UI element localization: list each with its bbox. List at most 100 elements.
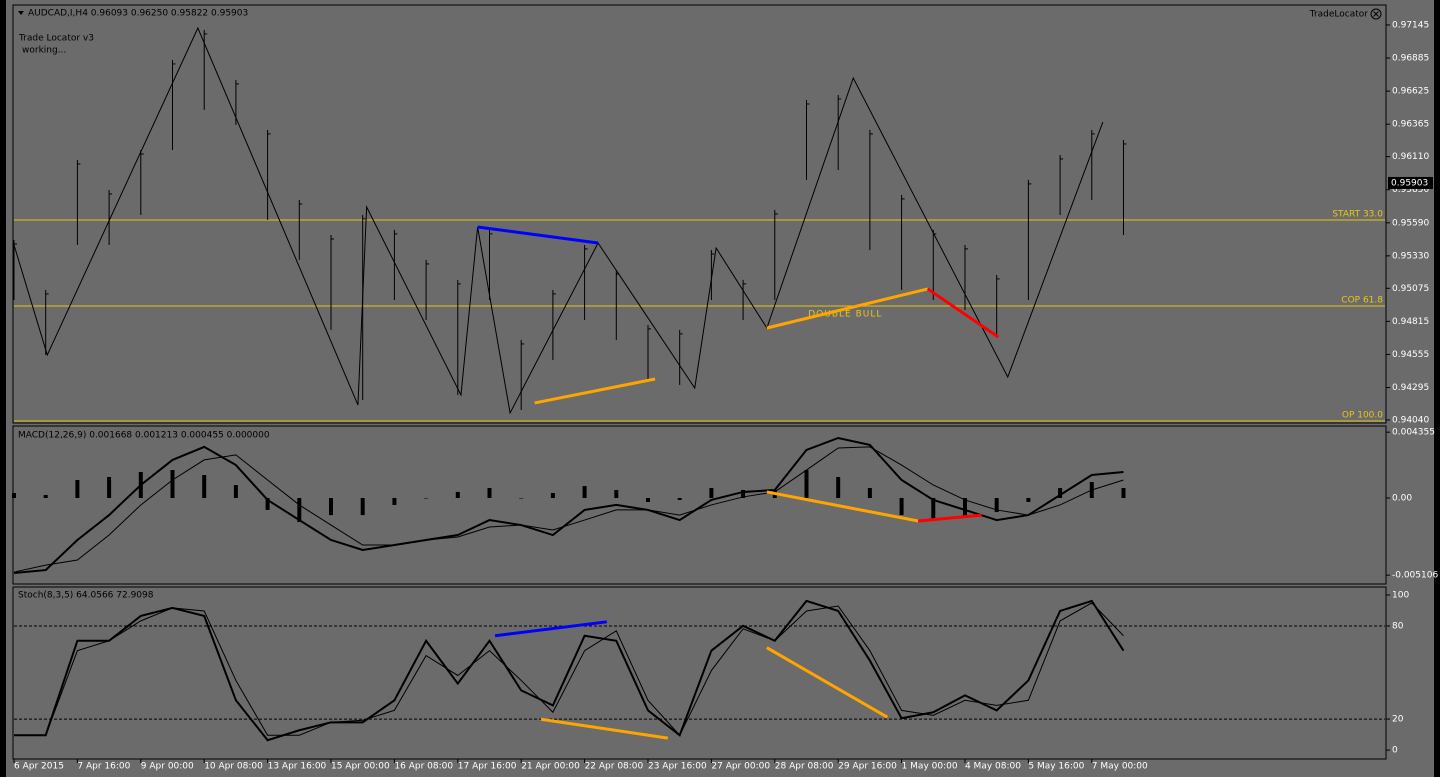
histogram-bar (297, 497, 302, 523)
indicator-label: TradeLocator (1309, 10, 1369, 20)
x-tick-label: 4 May 08:00 (965, 762, 1021, 772)
histogram-bar (550, 493, 555, 498)
y-tick-label: 0.96885 (1392, 54, 1429, 64)
histogram-bar (614, 489, 619, 498)
fib-level-label: COP 61.8 (1341, 295, 1383, 305)
histogram-bar (1058, 488, 1063, 498)
histogram-bar (677, 497, 682, 500)
x-tick-label: 23 Apr 16:00 (648, 762, 707, 772)
symbol-header: AUDCAD,I,H4 0.96093 0.96250 0.95822 0.95… (28, 9, 248, 19)
y-tick-label: 0.004355 (1392, 428, 1435, 438)
y-tick-label: 0.97145 (1392, 20, 1429, 30)
y-tick-label: 0.96110 (1392, 152, 1429, 162)
last-price-box (1388, 176, 1433, 189)
histogram-bar (836, 476, 841, 498)
divergence-line (766, 646, 889, 719)
histogram-bar (424, 497, 429, 499)
x-tick-label: 1 May 00:00 (902, 762, 958, 772)
histogram-bar (75, 480, 80, 498)
x-tick-label: 15 Apr 00:00 (331, 762, 390, 772)
x-tick-label: 5 May 16:00 (1028, 762, 1084, 772)
histogram-bar (931, 497, 936, 521)
histogram-bar (233, 484, 238, 498)
indicator-line (14, 599, 1125, 742)
histogram-bar (1121, 488, 1126, 498)
last-price-label: 0.95903 (1391, 178, 1428, 188)
indicator-status: working... (22, 46, 66, 56)
histogram-bar (487, 488, 492, 498)
y-tick-label: 0.96365 (1392, 120, 1429, 130)
fib-level-label: START 33.0 (1332, 209, 1383, 219)
histogram-bar (867, 488, 872, 498)
x-tick-label: 27 Apr 00:00 (711, 762, 770, 772)
histogram-bar (741, 489, 746, 498)
divergence-line (477, 225, 599, 245)
macd-header: MACD(12,26,9) 0.001668 0.001213 0.000455… (18, 431, 270, 441)
divergence-line (766, 287, 929, 330)
x-tick-label: 22 Apr 08:00 (585, 762, 644, 772)
indicator-line (13, 446, 1124, 573)
x-tick-label: 13 Apr 16:00 (268, 762, 327, 772)
close-icon-cross (1373, 11, 1379, 17)
histogram-bar (519, 497, 524, 499)
y-tick-label: 100 (1392, 590, 1409, 600)
fib-level-label: OP 100.0 (1342, 410, 1383, 420)
x-tick-label: 16 Apr 08:00 (394, 762, 453, 772)
histogram-bar (43, 494, 48, 498)
y-tick-label: 0 (1392, 746, 1398, 756)
y-tick-label: 20 (1392, 715, 1404, 725)
histogram-bar (360, 497, 365, 516)
histogram-bar (994, 497, 999, 513)
histogram-bar (1026, 497, 1031, 502)
divergence-line (534, 377, 656, 405)
x-tick-label: 9 Apr 00:00 (141, 762, 194, 772)
x-tick-label: 21 Apr 00:00 (521, 762, 580, 772)
y-tick-label: 0.00 (1392, 493, 1412, 503)
y-tick-label: 0.94040 (1392, 415, 1429, 425)
annotation: DOUBLE BULL (808, 309, 882, 319)
histogram-bar (962, 497, 967, 516)
histogram-bar (455, 491, 460, 498)
zigzag-line (13, 26, 1104, 415)
x-tick-label: 7 May 00:00 (1092, 762, 1148, 772)
x-tick-label: 28 Apr 08:00 (775, 762, 834, 772)
histogram-bar (645, 497, 650, 502)
histogram-bar (265, 497, 270, 510)
y-tick-label: 0.96625 (1392, 87, 1429, 97)
histogram-bar (709, 488, 714, 498)
divergence-line (494, 620, 607, 638)
y-tick-label: 80 (1392, 622, 1404, 632)
histogram-bar (107, 476, 112, 498)
histogram-bar (392, 497, 397, 505)
y-tick-label: -0.005106 (1392, 571, 1438, 581)
menu-arrow[interactable] (18, 11, 24, 15)
x-tick-label: 29 Apr 16:00 (838, 762, 897, 772)
x-tick-label: 10 Apr 08:00 (204, 762, 263, 772)
histogram-bar (804, 470, 809, 498)
divergence-line (540, 717, 669, 740)
divergence-line (766, 490, 919, 523)
close-icon[interactable] (1370, 8, 1382, 20)
indicator-line (13, 436, 1124, 574)
x-tick-label: 6 Apr 2015 (14, 762, 64, 772)
y-tick-label: 0.94555 (1392, 350, 1429, 360)
macd-panel (12, 425, 1387, 585)
divergence-line (918, 513, 982, 523)
y-tick-label: 0.95330 (1392, 251, 1429, 261)
y-tick-label: 0.95075 (1392, 284, 1429, 294)
indicator-line (14, 602, 1124, 737)
y-tick-label: 0.95590 (1392, 218, 1429, 228)
x-tick-label: 17 Apr 16:00 (458, 762, 517, 772)
histogram-bar (899, 497, 904, 516)
stoch-panel (12, 586, 1387, 760)
y-tick-label: 0.94295 (1392, 383, 1429, 393)
y-tick-label: 0.95850 (1392, 185, 1429, 195)
histogram-bar (202, 475, 207, 498)
indicator-name: Trade Locator v3 (18, 34, 94, 44)
histogram-bar (328, 497, 333, 516)
y-tick-label: 0.94815 (1392, 317, 1429, 327)
histogram-bar (170, 470, 175, 498)
stoch-header: Stoch(8,3,5) 64.0566 72.9098 (18, 591, 154, 601)
